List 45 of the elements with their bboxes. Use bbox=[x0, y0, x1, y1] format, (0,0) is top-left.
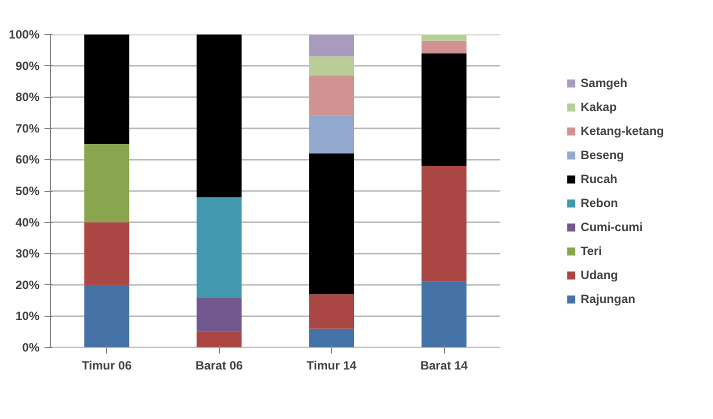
y-tick-label: 40% bbox=[15, 215, 40, 230]
y-tick-label: 90% bbox=[15, 58, 40, 73]
x-tick-label: Barat 06 bbox=[195, 358, 244, 372]
legend-label: Beseng bbox=[580, 148, 624, 162]
legend-label: Ketang-ketang bbox=[580, 124, 664, 138]
bar bbox=[422, 53, 466, 166]
bar bbox=[309, 34, 354, 56]
bar bbox=[196, 332, 242, 348]
y-tick-label: 100% bbox=[8, 28, 40, 42]
bar bbox=[84, 34, 130, 144]
bar bbox=[422, 34, 466, 41]
y-tick-label: 70% bbox=[15, 121, 40, 136]
bar bbox=[84, 222, 130, 285]
bar bbox=[309, 75, 354, 116]
bar bbox=[309, 56, 354, 76]
legend-label: Rucah bbox=[580, 172, 618, 186]
bar bbox=[422, 166, 466, 282]
bar bbox=[309, 116, 354, 154]
legend-label: Cumi-cumi bbox=[580, 220, 643, 234]
y-tick-label: 50% bbox=[15, 184, 40, 198]
y-tick-label: 0% bbox=[22, 340, 40, 354]
y-tick-label: 60% bbox=[15, 152, 40, 167]
bar bbox=[309, 153, 354, 294]
y-tick-label: 80% bbox=[15, 90, 40, 104]
legend-label: Udang bbox=[580, 268, 618, 282]
x-tick-label: Timur 06 bbox=[82, 358, 132, 372]
bar bbox=[309, 294, 354, 329]
legend-label: Teri bbox=[580, 244, 602, 258]
y-tick-label: 20% bbox=[15, 278, 40, 292]
x-tick-label: Barat 14 bbox=[420, 358, 468, 372]
legend-label: Kakap bbox=[580, 100, 617, 114]
legend-label: Samgeh bbox=[580, 76, 628, 90]
legend-label: Rebon bbox=[580, 196, 618, 210]
bar bbox=[422, 282, 466, 348]
legend-label: Rajungan bbox=[580, 292, 636, 306]
y-tick-label: 10% bbox=[15, 309, 40, 324]
bar bbox=[84, 284, 130, 348]
bar bbox=[84, 144, 130, 222]
bar bbox=[422, 40, 466, 54]
bar bbox=[196, 197, 242, 298]
bar bbox=[196, 34, 242, 198]
bar bbox=[196, 297, 242, 332]
bar bbox=[309, 328, 354, 348]
x-tick-label: Timur 14 bbox=[306, 358, 357, 372]
y-tick-label: 30% bbox=[15, 246, 40, 261]
